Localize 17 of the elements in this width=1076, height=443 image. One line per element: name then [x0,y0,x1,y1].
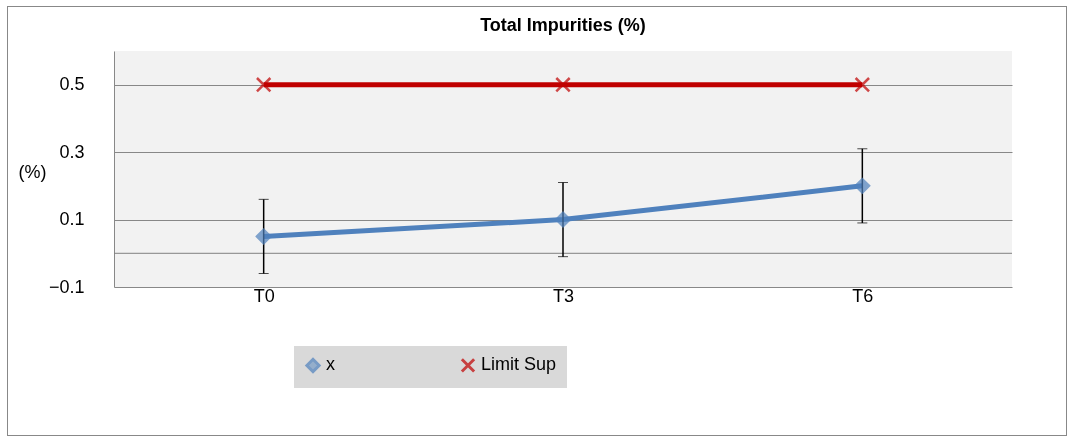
x-tick-label: T6 [852,285,874,306]
chart-title: Total Impurities (%) [480,15,646,35]
point [555,76,571,93]
x-tick-label: T0 [253,285,275,306]
y-tick-label: −0.1 [48,276,85,297]
point [854,177,871,194]
point [555,211,571,228]
point [255,76,272,93]
legend-label: x [326,354,335,375]
y-tick-label: 0.3 [59,141,85,162]
y-tick-label: 0.5 [59,74,85,95]
point [854,76,871,93]
y-tick-label: 0.1 [59,209,85,230]
y-axis-title: (%) [18,161,47,182]
point [255,228,272,245]
x-tick-label: T3 [552,285,575,306]
legend-label: Limit Sup [481,354,557,375]
